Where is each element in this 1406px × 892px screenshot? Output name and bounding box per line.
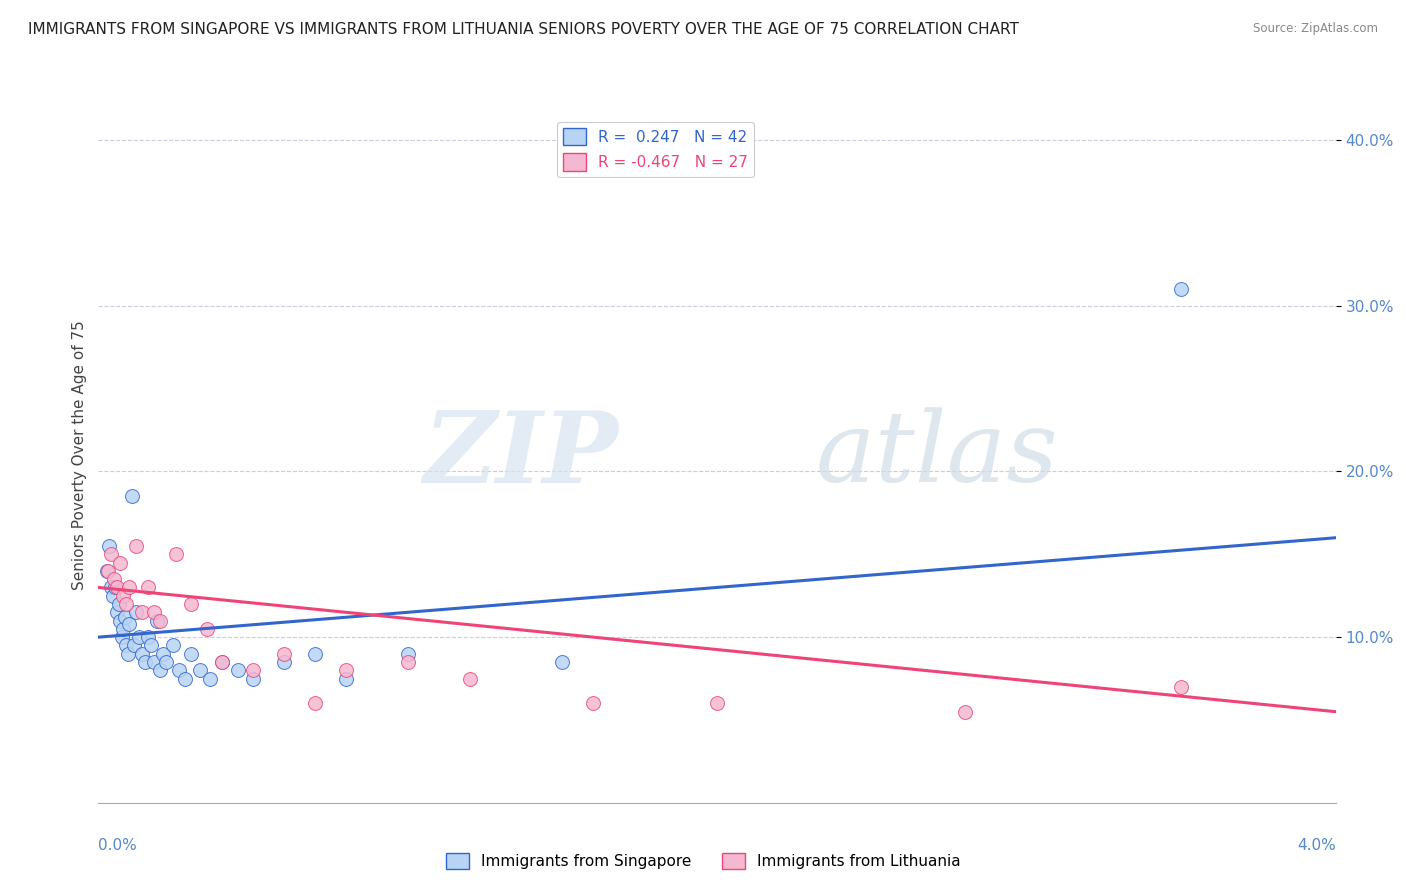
Point	[146, 614, 169, 628]
Point	[155, 655, 177, 669]
Point	[96, 564, 118, 578]
Point	[335, 672, 357, 686]
Point	[304, 647, 326, 661]
Point	[706, 697, 728, 711]
Point	[226, 663, 249, 677]
Point	[115, 597, 138, 611]
Point	[118, 616, 141, 631]
Point	[104, 581, 127, 595]
Point	[114, 610, 136, 624]
Point	[111, 630, 132, 644]
Point	[1170, 282, 1192, 296]
Point	[136, 581, 159, 595]
Point	[124, 605, 146, 619]
Point	[242, 663, 264, 677]
Point	[174, 672, 197, 686]
Point	[211, 655, 233, 669]
Legend: R =  0.247   N = 42, R = -0.467   N = 27: R = 0.247 N = 42, R = -0.467 N = 27	[557, 121, 754, 177]
Point	[112, 622, 135, 636]
Point	[242, 672, 264, 686]
Point	[108, 614, 131, 628]
Point	[211, 655, 233, 669]
Point	[131, 605, 153, 619]
Point	[105, 581, 128, 595]
Text: IMMIGRANTS FROM SINGAPORE VS IMMIGRANTS FROM LITHUANIA SENIORS POVERTY OVER THE : IMMIGRANTS FROM SINGAPORE VS IMMIGRANTS …	[28, 22, 1019, 37]
Point	[122, 639, 145, 653]
Point	[198, 672, 221, 686]
Point	[103, 589, 125, 603]
Point	[149, 614, 172, 628]
Point	[396, 647, 419, 661]
Point	[180, 647, 202, 661]
Text: ZIP: ZIP	[423, 407, 619, 503]
Point	[582, 697, 605, 711]
Point	[551, 655, 574, 669]
Point	[180, 597, 202, 611]
Legend: Immigrants from Singapore, Immigrants from Lithuania: Immigrants from Singapore, Immigrants fr…	[440, 847, 966, 875]
Point	[117, 647, 139, 661]
Point	[953, 705, 976, 719]
Point	[304, 697, 326, 711]
Point	[103, 572, 125, 586]
Point	[108, 556, 131, 570]
Point	[105, 605, 128, 619]
Point	[97, 564, 120, 578]
Point	[195, 622, 218, 636]
Text: 4.0%: 4.0%	[1296, 838, 1336, 854]
Text: 0.0%: 0.0%	[98, 838, 138, 854]
Point	[115, 639, 138, 653]
Point	[165, 547, 187, 561]
Point	[139, 639, 162, 653]
Point	[143, 605, 166, 619]
Y-axis label: Seniors Poverty Over the Age of 75: Seniors Poverty Over the Age of 75	[72, 320, 87, 590]
Point	[107, 597, 129, 611]
Point	[162, 639, 184, 653]
Point	[149, 663, 172, 677]
Point	[143, 655, 166, 669]
Point	[134, 655, 156, 669]
Point	[136, 630, 159, 644]
Point	[118, 581, 141, 595]
Point	[190, 663, 212, 677]
Point	[100, 581, 122, 595]
Point	[131, 647, 153, 661]
Point	[128, 630, 150, 644]
Point	[273, 647, 295, 661]
Point	[167, 663, 190, 677]
Point	[1170, 680, 1192, 694]
Point	[121, 489, 143, 503]
Point	[124, 539, 146, 553]
Point	[98, 539, 121, 553]
Point	[396, 655, 419, 669]
Text: atlas: atlas	[815, 408, 1059, 502]
Point	[112, 589, 135, 603]
Point	[335, 663, 357, 677]
Point	[100, 547, 122, 561]
Point	[152, 647, 174, 661]
Text: Source: ZipAtlas.com: Source: ZipAtlas.com	[1253, 22, 1378, 36]
Point	[458, 672, 481, 686]
Point	[273, 655, 295, 669]
